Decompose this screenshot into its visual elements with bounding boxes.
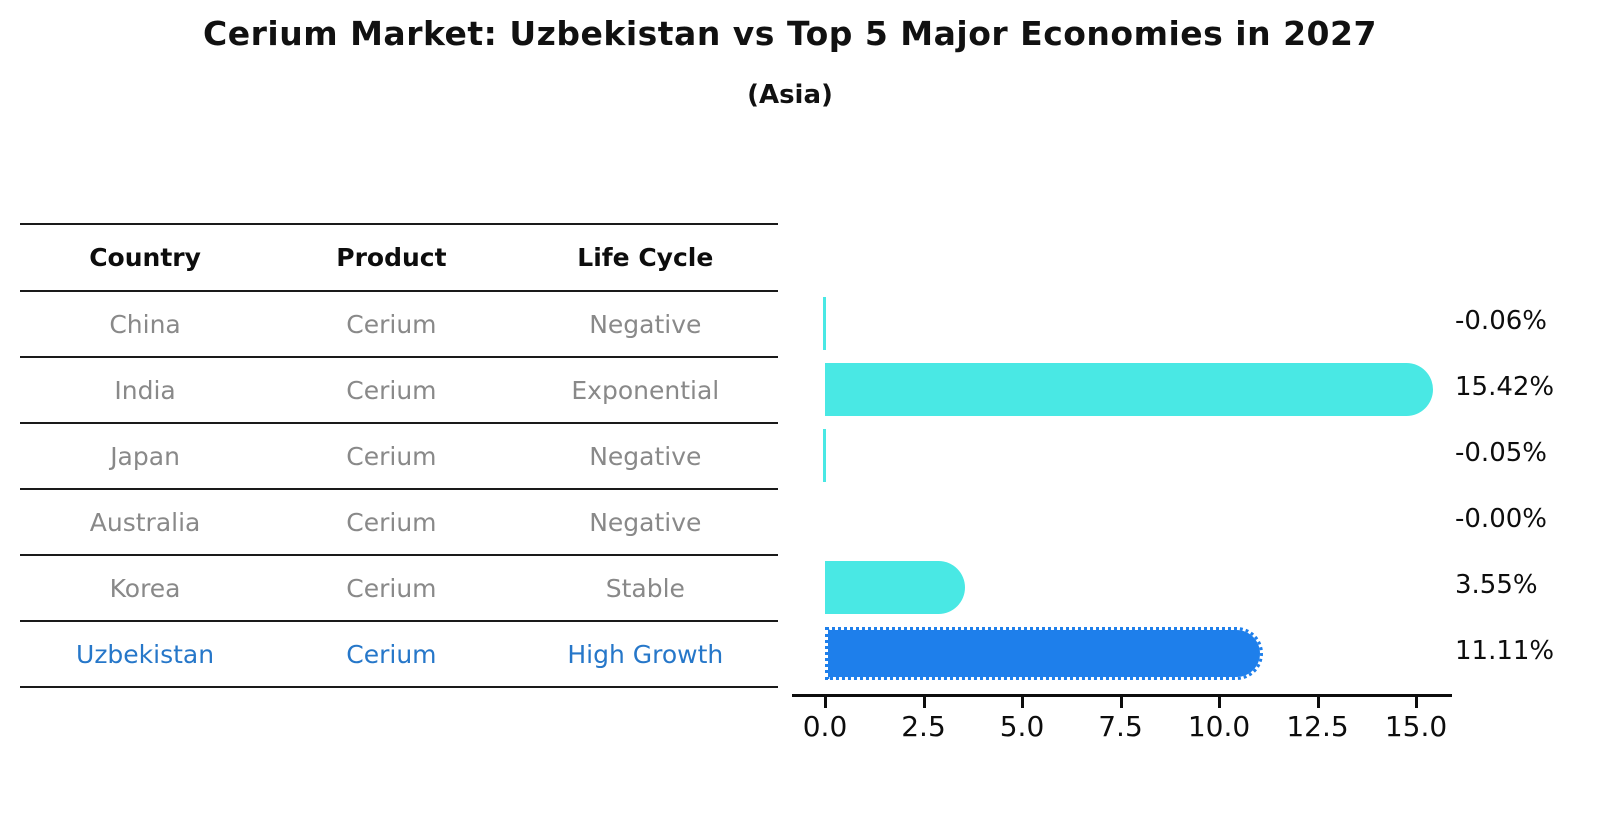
value-label-korea: 3.55% xyxy=(1455,570,1538,600)
life-cycle-cell: Negative xyxy=(589,507,702,537)
country-cell: India xyxy=(114,375,176,405)
value-label-india: 15.42% xyxy=(1455,372,1555,402)
value-label-china: -0.06% xyxy=(1455,306,1547,336)
country-cell: Korea xyxy=(109,573,181,603)
bar-india xyxy=(825,362,1433,416)
bar-japan xyxy=(823,428,826,482)
value-label-uzbekistan: 11.11% xyxy=(1455,636,1555,666)
x-tick-label: 12.5 xyxy=(1286,710,1349,743)
table-row: India Cerium Exponential xyxy=(20,356,778,422)
chart-title: Cerium Market: Uzbekistan vs Top 5 Major… xyxy=(203,14,1377,53)
country-cell: China xyxy=(109,309,181,339)
product-cell: Cerium xyxy=(346,309,437,339)
x-axis-tick xyxy=(922,697,926,708)
x-tick-label: 0.0 xyxy=(802,710,848,743)
x-tick-label: 5.0 xyxy=(999,710,1045,743)
table-row: Australia Cerium Negative xyxy=(20,488,778,554)
x-axis-tick xyxy=(1415,697,1418,708)
value-label-japan: -0.05% xyxy=(1455,438,1547,468)
x-tick-label: 7.5 xyxy=(1098,710,1143,743)
x-axis-tick xyxy=(1021,697,1024,708)
summary-table: Country Product Life Cycle China Cerium … xyxy=(20,223,778,688)
table-row: Korea Cerium Stable xyxy=(20,554,778,620)
x-tick-label: 10.0 xyxy=(1187,710,1251,743)
product-cell: Cerium xyxy=(346,573,437,603)
bar-uzbekistan xyxy=(825,626,1263,680)
product-cell: Cerium xyxy=(346,507,437,537)
product-cell: Cerium xyxy=(346,441,437,471)
chart-subtitle: (Asia) xyxy=(747,80,833,110)
life-cycle-cell: Negative xyxy=(589,309,702,339)
x-tick-label: 2.5 xyxy=(901,710,946,743)
column-header-product: Product xyxy=(336,243,447,272)
product-cell: Cerium xyxy=(346,375,437,405)
column-header-life-cycle: Life Cycle xyxy=(577,243,714,272)
x-axis-tick xyxy=(824,697,827,708)
life-cycle-cell: Negative xyxy=(589,441,702,471)
x-axis-tick xyxy=(1119,697,1123,708)
country-cell: Japan xyxy=(110,441,180,471)
x-tick-label: 15.0 xyxy=(1384,710,1448,743)
country-cell: Uzbekistan xyxy=(76,639,215,669)
bar-chart-plot-area: 0.0 2.5 5.0 7.5 10.0 12.5 15.0 xyxy=(792,290,1452,770)
table-row: Japan Cerium Negative xyxy=(20,422,778,488)
life-cycle-cell: Exponential xyxy=(571,375,720,405)
x-axis-tick xyxy=(1316,697,1320,708)
x-axis-tick xyxy=(1218,697,1221,708)
table-header-row: Country Product Life Cycle xyxy=(20,223,778,290)
country-cell: Australia xyxy=(89,507,201,537)
product-cell: Cerium xyxy=(346,639,437,669)
life-cycle-cell: Stable xyxy=(605,573,685,603)
table-row-highlight: Uzbekistan Cerium High Growth xyxy=(20,620,778,688)
column-header-country: Country xyxy=(89,243,201,272)
bar-korea xyxy=(825,560,965,614)
value-label-australia: -0.00% xyxy=(1455,504,1547,534)
life-cycle-cell: High Growth xyxy=(567,639,724,669)
x-axis-line xyxy=(792,694,1452,697)
bar-china xyxy=(823,296,826,350)
table-row: China Cerium Negative xyxy=(20,290,778,356)
